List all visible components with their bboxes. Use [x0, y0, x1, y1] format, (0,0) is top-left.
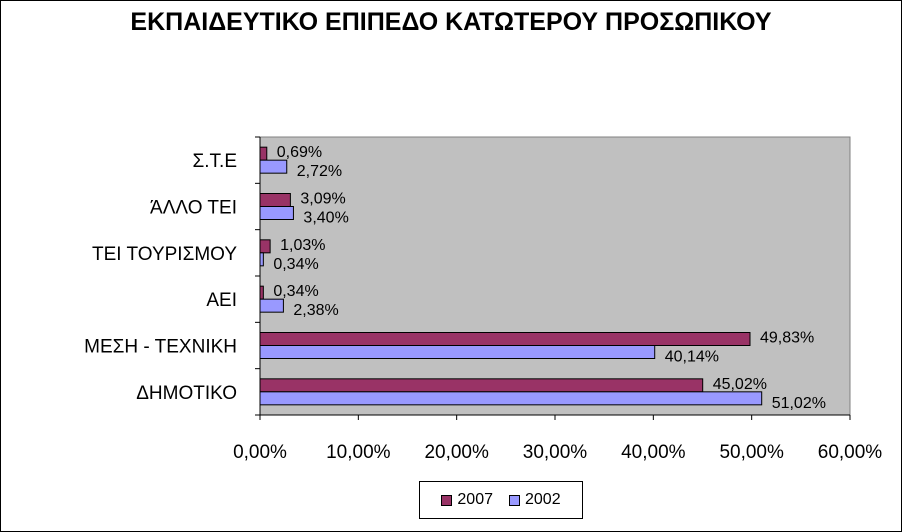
data-label-2007: 45,02%	[713, 376, 767, 393]
category-label: ΜΕΣΗ - ΤΕΧΝΙΚΗ	[84, 337, 237, 358]
legend-swatch-2007	[441, 494, 453, 506]
bar-2002	[259, 298, 284, 313]
data-label-2002: 51,02%	[772, 395, 826, 412]
category-label: ΆΛΛΟ ΤΕΙ	[150, 198, 237, 219]
bar-2002	[259, 206, 294, 220]
x-tick-label: 40,00%	[621, 442, 686, 463]
data-label-2002: 40,14%	[665, 349, 719, 366]
bar-2002	[259, 391, 763, 406]
legend-item-2007: 2007	[441, 491, 493, 509]
x-tick-label: 10,00%	[326, 442, 391, 463]
bar-2002	[259, 159, 288, 174]
legend-label-2007: 2007	[457, 491, 493, 508]
bar-2007	[259, 378, 704, 393]
bar-2002	[259, 345, 656, 359]
plot-area	[259, 136, 851, 416]
x-tick-label: 60,00%	[818, 442, 883, 463]
bar-2007	[259, 193, 291, 207]
bar-2007	[259, 239, 271, 254]
chart-legend: 2007 2002	[419, 481, 583, 519]
chart-title: ΕΚΠΑΙΔΕΥΤΙΚΟ ΕΠΙΠΕΔΟ ΚΑΤΩΤΕΡΟΥ ΠΡΟΣΩΠΙΚΟ…	[130, 8, 772, 36]
data-label-2002: 3,40%	[303, 210, 348, 227]
bar-2007	[259, 146, 268, 161]
category-label: ΤΕΙ ΤΟΥΡΙΣΜΟΥ	[92, 244, 237, 265]
legend-item-2002: 2002	[509, 491, 561, 509]
data-label-2007: 1,03%	[280, 237, 325, 254]
bar-2007	[259, 332, 751, 346]
data-label-2007: 3,09%	[300, 191, 345, 208]
data-label-2007: 0,69%	[277, 144, 322, 161]
data-label-2007: 0,34%	[273, 283, 318, 300]
data-label-2007: 49,83%	[760, 330, 814, 347]
data-label-2002: 2,38%	[293, 302, 338, 319]
category-label: ΔΗΜΟΤΙΚΟ	[136, 383, 237, 404]
x-tick-label: 0,00%	[233, 442, 287, 463]
bar-2002	[259, 252, 264, 267]
data-label-2002: 2,72%	[297, 163, 342, 180]
x-tick-label: 20,00%	[424, 442, 489, 463]
category-label: ΑΕΙ	[206, 290, 237, 311]
x-tick-label: 30,00%	[523, 442, 588, 463]
category-label: Σ.Τ.Ε	[193, 151, 238, 172]
legend-label-2002: 2002	[525, 491, 561, 508]
legend-swatch-2002	[509, 494, 520, 506]
x-tick-label: 50,00%	[719, 442, 784, 463]
data-label-2002: 0,34%	[273, 256, 318, 273]
bar-2007	[259, 285, 264, 300]
